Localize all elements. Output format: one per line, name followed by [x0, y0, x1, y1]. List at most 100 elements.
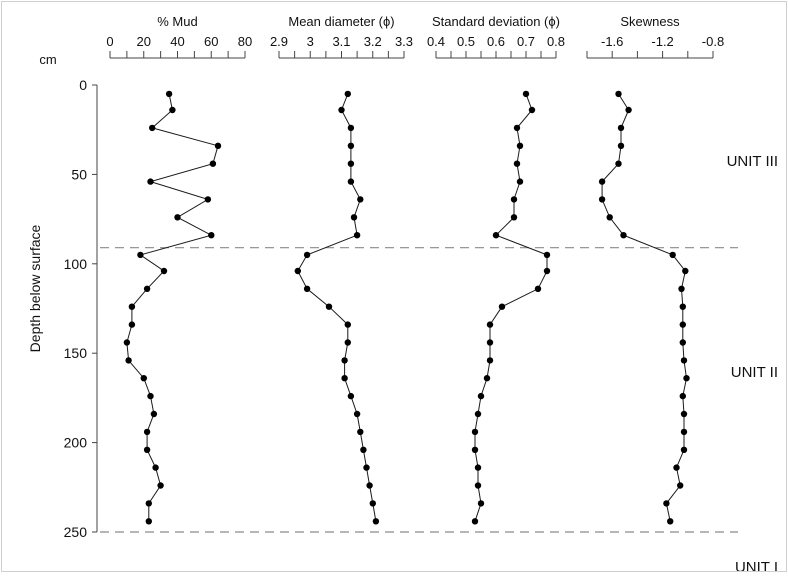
data-point — [513, 160, 521, 167]
data-point — [160, 267, 168, 275]
data-point — [510, 214, 518, 221]
data-point — [174, 214, 181, 221]
data-point — [678, 285, 685, 292]
data-point — [543, 251, 551, 259]
data-point — [669, 251, 676, 259]
data-point — [474, 464, 482, 471]
panel-tick-label: 40 — [170, 34, 184, 49]
data-point — [338, 106, 345, 114]
depth-axis-title: Depth below surface — [27, 224, 43, 352]
data-point — [486, 321, 494, 328]
data-point — [471, 428, 479, 436]
data-point — [683, 375, 690, 382]
panel-title: Mean diameter (ϕ) — [288, 14, 394, 29]
boundaries-layer — [100, 247, 738, 533]
data-point — [347, 160, 355, 167]
data-point — [357, 196, 364, 203]
data-point — [477, 500, 485, 507]
data-point — [347, 392, 355, 400]
series-line — [474, 93, 548, 522]
data-point — [303, 251, 311, 259]
data-point — [143, 428, 151, 436]
unit-label: UNIT III — [727, 153, 778, 170]
data-point — [680, 357, 688, 364]
data-point — [366, 482, 373, 489]
depth-tick-label: 100 — [64, 256, 88, 272]
data-point — [204, 196, 212, 203]
panel-tick-label: 0.7 — [517, 34, 535, 49]
panel-tick-label: 0.4 — [427, 34, 445, 49]
data-point — [152, 464, 159, 471]
unit-label: UNIT I — [735, 559, 778, 573]
data-point — [498, 303, 506, 310]
data-point — [143, 446, 151, 453]
panel-tick-label: 60 — [204, 34, 218, 49]
series-layer — [123, 90, 690, 525]
data-point — [128, 321, 136, 328]
panel-tick-label: 0.8 — [547, 34, 565, 49]
panel-title: Standard deviation (ϕ) — [432, 14, 560, 29]
panel-tick-label: 20 — [137, 34, 151, 49]
data-point — [471, 518, 479, 525]
data-point — [673, 464, 680, 471]
data-point — [303, 285, 311, 292]
data-point — [667, 518, 674, 525]
series-line — [126, 93, 219, 522]
data-point — [143, 285, 151, 292]
series-line — [297, 93, 377, 522]
data-point — [149, 124, 156, 132]
depth-unit-label: cm — [39, 52, 56, 67]
data-point — [360, 446, 367, 453]
data-point — [620, 232, 627, 239]
data-point — [598, 196, 606, 203]
data-point — [615, 160, 622, 167]
panel-tick-label: 3.1 — [332, 34, 350, 49]
data-point — [208, 232, 215, 239]
series-line — [601, 93, 688, 522]
data-point — [341, 375, 348, 382]
panel-title: % Mud — [157, 14, 197, 29]
data-point — [157, 482, 164, 489]
data-point — [347, 124, 355, 132]
data-point — [679, 303, 686, 310]
data-point — [140, 375, 147, 382]
data-point — [474, 482, 482, 489]
data-point — [598, 178, 606, 185]
data-point — [363, 464, 370, 471]
data-point — [344, 339, 351, 346]
data-point — [353, 232, 361, 239]
unit-label: UNIT II — [731, 364, 778, 381]
data-point — [516, 142, 524, 149]
data-point — [617, 124, 625, 132]
data-point — [471, 446, 479, 453]
data-point — [534, 285, 542, 292]
data-point — [516, 178, 524, 185]
data-point — [486, 339, 494, 346]
panel-tick-label: 3 — [307, 34, 314, 49]
data-point — [528, 106, 536, 114]
data-point — [325, 303, 333, 310]
panel-tick-label: -1.6 — [601, 34, 623, 49]
data-point — [353, 410, 361, 418]
data-point — [123, 339, 131, 346]
data-point — [677, 482, 684, 489]
depth-tick-label: 150 — [64, 345, 88, 361]
data-point — [543, 267, 551, 275]
data-point — [486, 357, 494, 364]
data-point — [615, 90, 622, 98]
data-point — [214, 142, 222, 149]
data-point — [357, 428, 364, 436]
panel-tick-label: 3.3 — [395, 34, 413, 49]
data-point — [147, 178, 154, 185]
data-point — [169, 106, 176, 114]
data-point — [477, 392, 485, 400]
data-point — [209, 160, 217, 167]
data-point — [606, 214, 613, 221]
data-point — [137, 251, 144, 259]
panel-tick-label: -0.8 — [702, 34, 724, 49]
data-point — [680, 410, 688, 418]
data-point — [663, 500, 670, 507]
data-point — [492, 232, 500, 239]
panel-tick-label: -1.2 — [651, 34, 673, 49]
